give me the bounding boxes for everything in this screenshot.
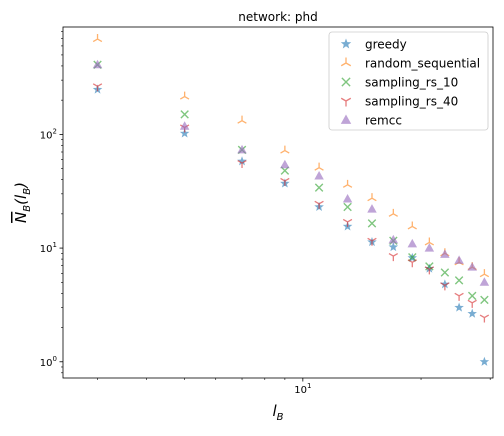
legend-entry-sampling_rs_10: sampling_rs_10 bbox=[341, 76, 458, 90]
y-tick-label: 102 bbox=[40, 127, 57, 141]
point-greedy-5 bbox=[179, 128, 190, 138]
plot-area bbox=[92, 34, 490, 366]
point-sampling_rs_10-5 bbox=[180, 110, 189, 119]
point-remcc-5 bbox=[179, 121, 190, 130]
point-sampling_rs_40-7 bbox=[237, 159, 247, 169]
legend-label-greedy: greedy bbox=[365, 38, 407, 52]
legend-label-random_sequential: random_sequential bbox=[365, 57, 480, 71]
point-random_sequential-19 bbox=[407, 221, 417, 230]
point-sampling_rs_40-17 bbox=[388, 253, 398, 262]
y-tick-label: 100 bbox=[40, 355, 57, 369]
legend-marker-random_sequential bbox=[340, 57, 352, 67]
legend-label-sampling_rs_40: sampling_rs_40 bbox=[365, 95, 458, 109]
legend-marker-remcc bbox=[340, 114, 352, 124]
point-remcc-15 bbox=[367, 204, 377, 213]
point-sampling_rs_10-11 bbox=[314, 183, 324, 192]
point-sampling_rs_10-25 bbox=[454, 276, 464, 285]
point-greedy-17 bbox=[388, 242, 399, 252]
point-remcc-23 bbox=[440, 249, 450, 258]
point-remcc-17 bbox=[388, 234, 399, 244]
point-sampling_rs_40-11 bbox=[314, 200, 324, 209]
legend-marker-greedy bbox=[340, 38, 352, 49]
point-sampling_rs_10-13 bbox=[343, 202, 352, 212]
point-remcc-9 bbox=[280, 159, 290, 169]
point-random_sequential-21 bbox=[424, 237, 435, 246]
legend-marker-sampling_rs_40 bbox=[340, 97, 352, 107]
point-greedy-25 bbox=[454, 302, 464, 312]
legend-label-sampling_rs_10: sampling_rs_10 bbox=[365, 76, 458, 90]
point-remcc-21 bbox=[424, 243, 435, 252]
point-greedy-7 bbox=[237, 156, 247, 166]
point-greedy-21 bbox=[424, 263, 435, 273]
point-sampling_rs_40-27 bbox=[467, 299, 477, 308]
point-remcc-25 bbox=[454, 255, 464, 264]
point-sampling_rs_10-23 bbox=[440, 268, 450, 277]
legend-entry-remcc: remcc bbox=[340, 114, 402, 128]
point-random_sequential-3 bbox=[92, 34, 103, 43]
series-remcc bbox=[92, 59, 490, 286]
y-tick-label: 101 bbox=[40, 241, 57, 255]
point-remcc-19 bbox=[407, 238, 418, 248]
point-sampling_rs_40-21 bbox=[424, 266, 435, 275]
point-sampling_rs_40-19 bbox=[407, 259, 417, 268]
legend-entry-random_sequential: random_sequential bbox=[340, 57, 480, 71]
point-random_sequential-17 bbox=[388, 208, 398, 217]
point-remcc-27 bbox=[467, 262, 477, 271]
x-axis-label: lB bbox=[272, 402, 283, 423]
point-greedy-29 bbox=[479, 356, 490, 366]
point-sampling_rs_40-29 bbox=[479, 314, 490, 323]
point-remcc-7 bbox=[237, 144, 247, 154]
point-random_sequential-7 bbox=[237, 115, 247, 124]
point-remcc-3 bbox=[92, 59, 103, 69]
point-sampling_rs_10-27 bbox=[467, 291, 477, 301]
point-random_sequential-5 bbox=[179, 91, 190, 100]
point-random_sequential-11 bbox=[314, 162, 324, 171]
legend-entry-greedy: greedy bbox=[340, 38, 407, 52]
legend-entry-sampling_rs_40: sampling_rs_40 bbox=[340, 95, 458, 109]
point-sampling_rs_40-25 bbox=[454, 292, 464, 301]
point-remcc-11 bbox=[314, 171, 324, 180]
point-random_sequential-13 bbox=[342, 179, 353, 188]
y-axis-label: NB(lB) bbox=[12, 182, 33, 223]
legend-label-remcc: remcc bbox=[365, 114, 402, 128]
series-sampling_rs_40 bbox=[92, 83, 490, 323]
point-greedy-27 bbox=[467, 308, 477, 318]
point-sampling_rs_40-3 bbox=[92, 83, 103, 92]
point-remcc-13 bbox=[342, 194, 353, 203]
point-sampling_rs_40-9 bbox=[280, 177, 290, 186]
point-random_sequential-15 bbox=[367, 193, 377, 202]
point-sampling_rs_40-15 bbox=[367, 237, 377, 246]
point-sampling_rs_10-21 bbox=[425, 262, 434, 271]
legend-marker-sampling_rs_10 bbox=[341, 77, 351, 87]
chart-title: network: phd bbox=[238, 10, 317, 24]
point-sampling_rs_10-29 bbox=[480, 295, 489, 305]
x-tick-label: 101 bbox=[294, 382, 311, 396]
point-remcc-29 bbox=[479, 277, 490, 286]
point-sampling_rs_40-13 bbox=[342, 218, 353, 227]
axes-frame bbox=[62, 26, 494, 379]
point-sampling_rs_10-15 bbox=[367, 219, 377, 228]
legend: greedy random_sequential sampling_rs_10sam… bbox=[328, 31, 489, 131]
point-sampling_rs_40-23 bbox=[440, 282, 450, 291]
axes: 100 101 102 101 lB NB(lB) bbox=[12, 26, 494, 423]
point-random_sequential-9 bbox=[280, 145, 290, 154]
point-sampling_rs_10-19 bbox=[408, 253, 417, 262]
legend-box bbox=[328, 31, 489, 131]
point-random_sequential-29 bbox=[479, 269, 490, 278]
point-greedy-23 bbox=[440, 279, 450, 289]
